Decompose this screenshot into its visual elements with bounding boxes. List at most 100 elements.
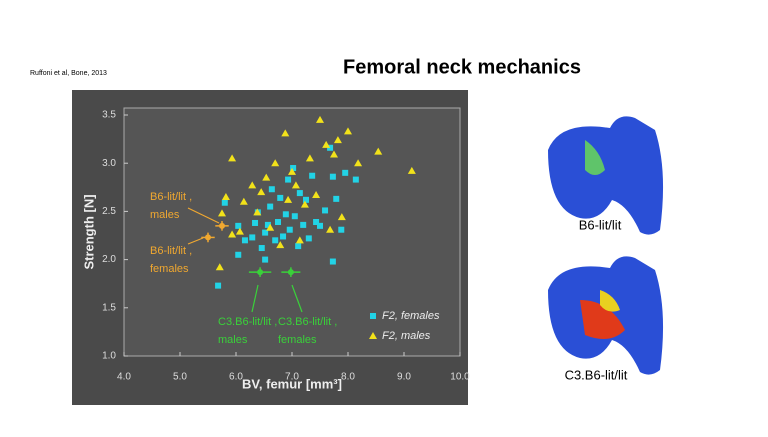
x-tick-label: 9.0 <box>397 372 411 383</box>
point <box>322 140 331 148</box>
point <box>354 159 363 167</box>
point <box>228 230 237 238</box>
point <box>290 165 297 172</box>
point <box>317 222 323 229</box>
annotation: C3.B6-lit/lit , <box>218 316 277 328</box>
point <box>262 173 271 181</box>
annotation: males <box>218 334 248 346</box>
point <box>262 229 269 236</box>
annotation: C3.B6-lit/lit , <box>278 316 337 328</box>
point <box>344 127 352 135</box>
point <box>303 196 309 203</box>
image-caption: C3.B6-lit/lit <box>565 367 628 382</box>
point <box>291 181 300 189</box>
point <box>276 241 285 249</box>
point <box>221 192 230 200</box>
x-tick-label: 6.0 <box>229 372 243 383</box>
point <box>249 234 256 241</box>
point <box>288 167 296 175</box>
point <box>268 186 275 193</box>
point <box>221 199 228 206</box>
group-mean <box>219 222 225 229</box>
point <box>215 263 224 271</box>
point <box>295 236 304 244</box>
point <box>285 176 292 183</box>
point <box>313 219 320 226</box>
x-tick-label: 10.0 <box>450 372 470 383</box>
point <box>316 115 324 123</box>
point <box>280 233 287 240</box>
point <box>286 226 293 233</box>
x-axis-label: BV, femur [mm³] <box>242 376 342 391</box>
annotation: females <box>150 263 189 275</box>
point <box>291 213 298 220</box>
femur-image-2 <box>548 256 664 375</box>
group-mean <box>257 269 264 276</box>
point <box>272 237 279 244</box>
annotation: males <box>150 209 180 221</box>
group-mean <box>287 269 294 276</box>
point <box>312 191 321 199</box>
legend-label: F2, males <box>382 330 431 342</box>
y-tick-label: 3.5 <box>102 110 116 121</box>
x-tick-label: 5.0 <box>173 372 187 383</box>
point <box>275 219 281 226</box>
x-tick-label: 7.0 <box>285 372 299 383</box>
y-tick-label: 2.0 <box>102 254 116 265</box>
legend-label: F2, females <box>382 310 440 322</box>
annotation: females <box>278 334 317 346</box>
point <box>305 235 312 242</box>
point <box>329 173 336 180</box>
point <box>235 222 242 229</box>
point <box>257 188 266 196</box>
point <box>281 129 290 137</box>
point <box>300 200 309 208</box>
point <box>258 245 265 252</box>
point <box>337 213 346 221</box>
citation: Ruffoni et al, Bone, 2013 <box>30 70 107 77</box>
point <box>239 197 248 205</box>
point <box>264 221 271 228</box>
point <box>282 211 289 218</box>
point <box>352 176 359 183</box>
group-mean <box>205 234 211 241</box>
legend-marker <box>369 332 377 339</box>
point <box>295 243 302 250</box>
point <box>338 226 345 233</box>
image-caption: B6-lit/lit <box>579 217 622 232</box>
point <box>407 166 416 174</box>
point <box>266 223 275 231</box>
point <box>342 169 349 176</box>
y-axis-label: Strength [N] <box>81 194 96 269</box>
y-tick-label: 2.5 <box>102 206 116 217</box>
point <box>296 190 303 197</box>
point <box>228 154 237 162</box>
point <box>300 221 307 228</box>
point <box>333 195 340 202</box>
point <box>329 258 336 265</box>
x-tick-label: 8.0 <box>341 372 355 383</box>
point <box>309 172 316 179</box>
point <box>326 225 335 233</box>
point <box>284 195 293 203</box>
point <box>322 207 329 214</box>
annotation: B6-lit/lit , <box>150 191 192 203</box>
point <box>330 150 338 158</box>
point <box>248 181 257 189</box>
x-tick-label: 4.0 <box>117 372 131 383</box>
point <box>235 227 244 235</box>
point <box>241 237 248 244</box>
point <box>271 159 280 167</box>
y-tick-label: 1.0 <box>102 351 116 362</box>
y-tick-label: 1.5 <box>102 302 116 313</box>
point <box>305 154 314 162</box>
femur-image-1 <box>548 116 664 235</box>
point <box>215 282 222 289</box>
point <box>235 251 242 258</box>
point <box>267 203 274 210</box>
slide-title: Femoral neck mechanics <box>343 56 581 78</box>
point <box>252 219 259 226</box>
annotation: B6-lit/lit , <box>150 245 192 257</box>
